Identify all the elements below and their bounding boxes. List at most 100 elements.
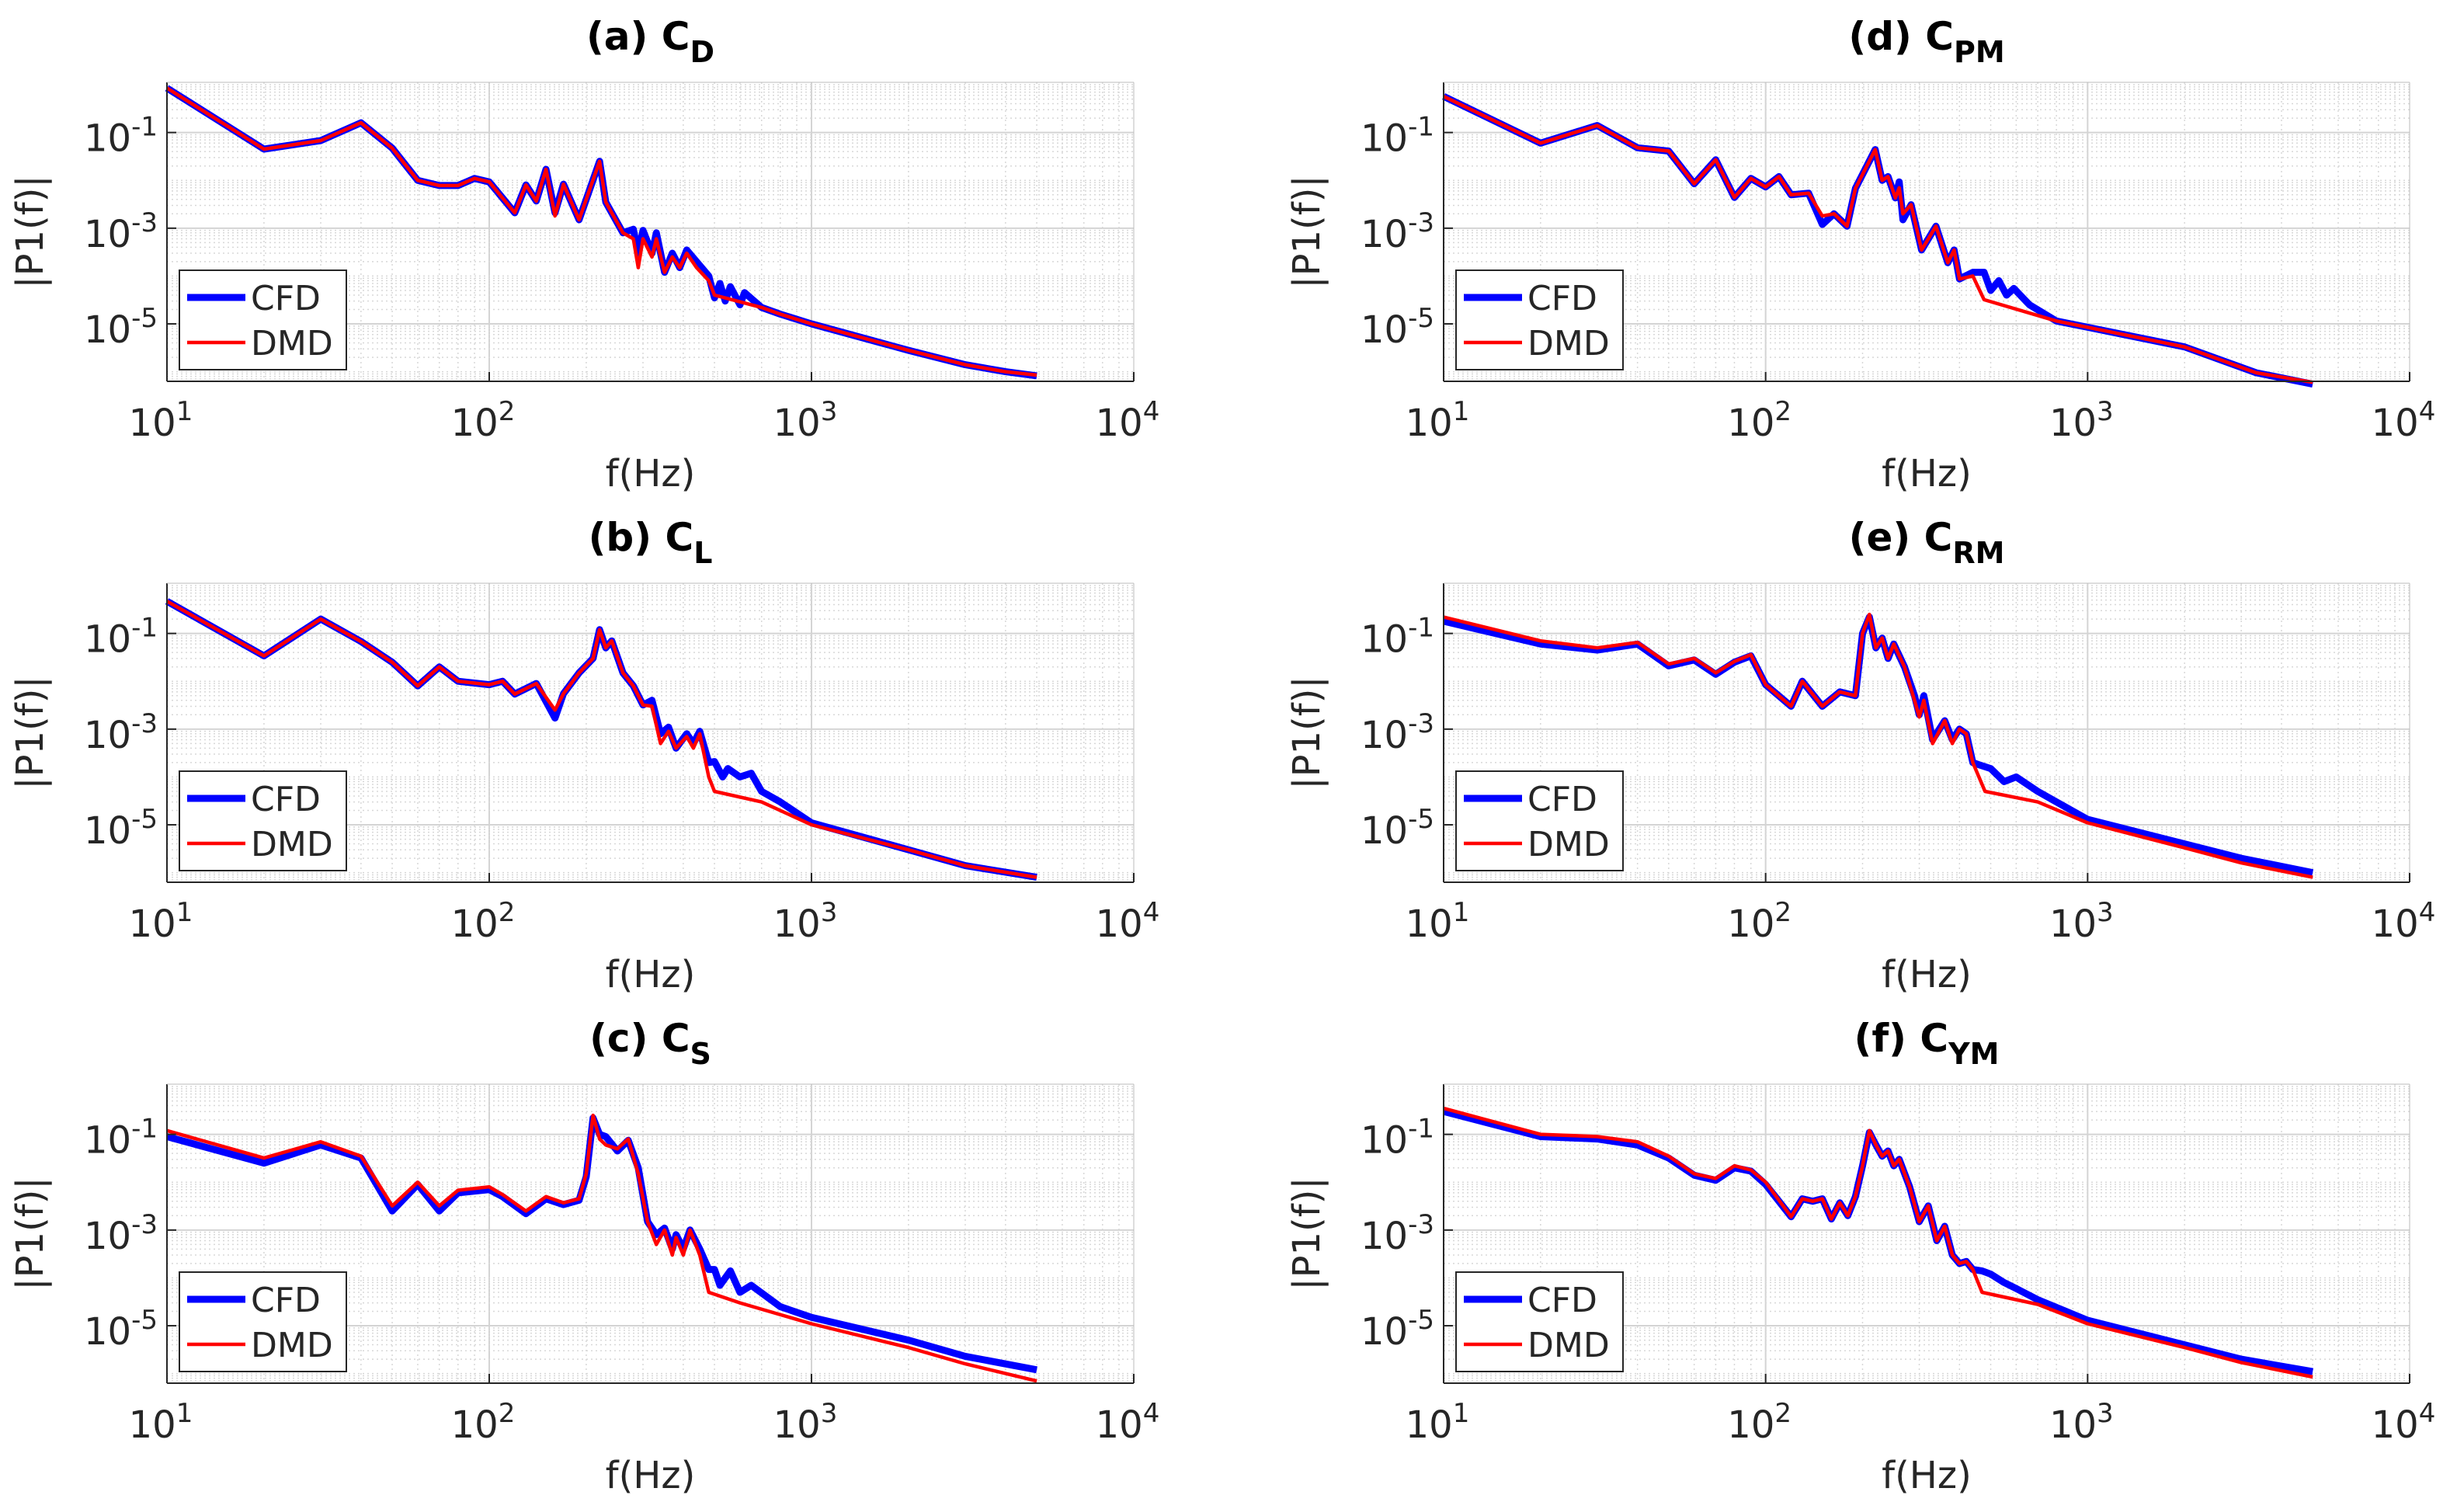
x-tick-label: 101	[129, 897, 193, 946]
tick-base: 10	[84, 213, 131, 256]
x-tick-label: 102	[1727, 1398, 1792, 1447]
legend-box	[179, 1271, 347, 1372]
tick-base: 10	[2372, 1403, 2419, 1447]
title-main: (b) C	[589, 515, 694, 560]
x-tick-label: 104	[2372, 1398, 2436, 1447]
tick-exponent: -1	[131, 1114, 158, 1145]
tick-base: 10	[451, 902, 499, 946]
tick-base: 10	[1361, 1215, 1408, 1258]
y-tick-label: 10-5	[84, 1305, 158, 1354]
y-tick-label: 10-1	[1361, 613, 1434, 662]
tick-exponent: -1	[1408, 613, 1434, 644]
x-tick-label: 101	[129, 1398, 193, 1447]
y-tick-label: 10-5	[84, 804, 158, 853]
tick-exponent: -3	[1408, 207, 1434, 238]
tick-exponent: -3	[131, 708, 158, 739]
x-axis-label: f(Hz)	[606, 452, 696, 495]
tick-exponent: 1	[176, 396, 193, 427]
legend: CFD DMD	[179, 269, 347, 370]
legend-label-cfd: CFD	[1527, 780, 1597, 819]
tick-base: 10	[84, 618, 131, 662]
legend: CFD DMD	[179, 770, 347, 871]
title-main: (d) C	[1848, 14, 1954, 59]
tick-exponent: -5	[1408, 303, 1434, 334]
x-tick-label: 101	[1406, 396, 1470, 445]
title-subscript: D	[690, 35, 715, 69]
series-line-dmd	[1443, 1106, 2313, 1379]
x-axis-label: f(Hz)	[1882, 953, 1972, 996]
tick-exponent: 1	[1453, 396, 1470, 427]
legend-label-dmd: DMD	[251, 1326, 333, 1365]
series-line-dmd	[1443, 95, 2313, 384]
legend-label-dmd: DMD	[251, 825, 333, 864]
tick-base: 10	[2049, 402, 2097, 445]
tick-exponent: 3	[2097, 1398, 2114, 1429]
tick-base: 10	[1096, 902, 1143, 946]
tick-base: 10	[129, 1403, 176, 1447]
x-tick-label: 102	[451, 396, 516, 445]
tick-base: 10	[129, 402, 176, 445]
tick-base: 10	[84, 809, 131, 853]
x-tick-label: 104	[2372, 897, 2436, 946]
tick-exponent: -1	[131, 112, 158, 143]
legend-box	[1455, 269, 1624, 370]
tick-exponent: 3	[2097, 897, 2114, 928]
tick-exponent: 4	[1143, 396, 1160, 427]
tick-base: 10	[2372, 902, 2419, 946]
tick-base: 10	[773, 902, 821, 946]
y-tick-label: 10-1	[84, 1114, 158, 1163]
subplot-title: (e) CRM	[1849, 515, 2005, 570]
tick-exponent: 1	[1453, 1398, 1470, 1429]
subplot-a: 101 102 103 10410-110-310-5f(Hz)|P1(f)|(a) …	[9, 14, 1159, 495]
x-axis-label: f(Hz)	[1882, 452, 1972, 495]
y-tick-label: 10-5	[1361, 1305, 1434, 1354]
title-main: (c) C	[589, 1016, 690, 1061]
legend: CFD DMD	[1455, 770, 1624, 871]
tick-exponent: 2	[1774, 396, 1792, 427]
tick-exponent: -5	[131, 804, 158, 835]
series-line-dmd	[1443, 612, 2313, 879]
y-tick-label: 10-1	[84, 112, 158, 161]
x-tick-label: 102	[451, 897, 516, 946]
x-tick-label: 101	[1406, 1398, 1470, 1447]
tick-exponent: 3	[821, 897, 838, 928]
y-tick-label: 10-1	[84, 613, 158, 662]
tick-exponent: -3	[131, 207, 158, 238]
subplot-title: (d) CPM	[1848, 14, 2004, 69]
title-subscript: RM	[1952, 536, 2004, 570]
tick-exponent: -1	[131, 613, 158, 644]
tick-base: 10	[1361, 117, 1408, 161]
tick-base: 10	[2049, 1403, 2097, 1447]
tick-exponent: 1	[176, 897, 193, 928]
legend-label-cfd: CFD	[251, 1281, 321, 1320]
y-tick-label: 10-5	[1361, 804, 1434, 853]
legend-label-dmd: DMD	[1527, 324, 1610, 363]
y-tick-label: 10-3	[84, 708, 158, 757]
y-tick-label: 10-3	[84, 207, 158, 256]
subplot-title: (c) CS	[589, 1016, 711, 1071]
x-tick-label: 104	[1096, 396, 1160, 445]
y-tick-label: 10-5	[84, 303, 158, 352]
tick-exponent: 2	[499, 1398, 516, 1429]
y-axis-label: |P1(f)|	[1285, 676, 1329, 789]
tick-exponent: 1	[1453, 897, 1470, 928]
y-tick-label: 10-3	[84, 1209, 158, 1258]
x-tick-label: 104	[1096, 897, 1160, 946]
tick-exponent: 3	[821, 1398, 838, 1429]
series-line-dmd	[165, 600, 1037, 879]
title-subscript: PM	[1954, 35, 2005, 69]
tick-base: 10	[1727, 1403, 1774, 1447]
x-tick-label: 103	[773, 396, 838, 445]
legend-box	[179, 269, 347, 370]
title-subscript: S	[690, 1037, 711, 1071]
tick-base: 10	[2049, 902, 2097, 946]
x-tick-label: 102	[1727, 396, 1792, 445]
tick-exponent: 4	[1143, 1398, 1160, 1429]
y-tick-label: 10-3	[1361, 207, 1434, 256]
subplot-b: 101 102 103 10410-110-310-5f(Hz)|P1(f)|(b) …	[9, 515, 1159, 996]
tick-base: 10	[1361, 308, 1408, 352]
legend: CFD DMD	[179, 1271, 347, 1372]
tick-exponent: 4	[1143, 897, 1160, 928]
subplot-f: 101 102 103 10410-110-310-5f(Hz)|P1(f)|(f) …	[1285, 1016, 2435, 1497]
